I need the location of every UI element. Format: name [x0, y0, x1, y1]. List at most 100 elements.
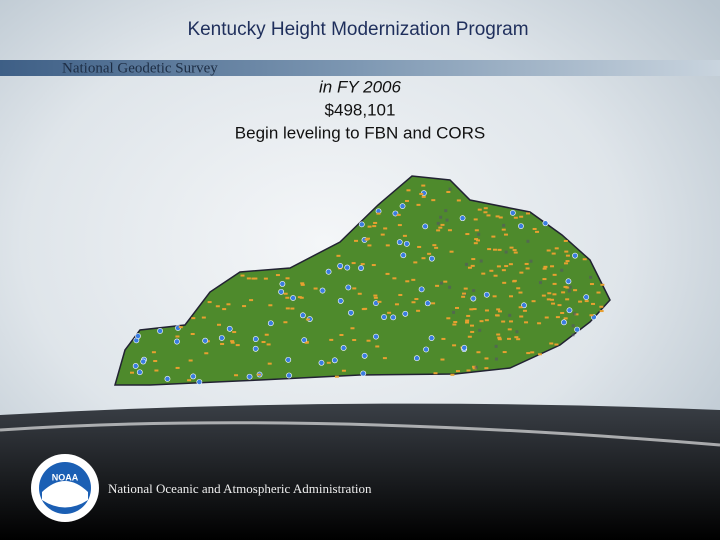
- route-dash: [466, 314, 471, 317]
- route-dash: [413, 261, 418, 264]
- route-dash: [394, 303, 399, 306]
- route-dash: [479, 320, 484, 323]
- terrain: [568, 285, 572, 289]
- route-dash: [546, 249, 551, 252]
- route-dash: [154, 369, 159, 372]
- terrain: [439, 281, 443, 285]
- route-dash: [373, 294, 378, 297]
- route-dash: [512, 280, 517, 283]
- benchmark: [337, 262, 344, 269]
- benchmark: [565, 278, 572, 285]
- route-dash: [300, 283, 305, 286]
- route-dash: [477, 208, 482, 211]
- route-dash: [438, 226, 443, 229]
- route-dash: [452, 344, 457, 347]
- route-dash: [486, 214, 491, 217]
- route-dash: [449, 250, 454, 253]
- route-dash: [446, 317, 451, 320]
- benchmark: [344, 264, 351, 271]
- benchmark: [135, 333, 141, 339]
- route-dash: [497, 336, 502, 339]
- route-dash: [261, 341, 266, 344]
- route-dash: [285, 307, 290, 310]
- route-dash: [456, 199, 461, 202]
- benchmark: [542, 220, 549, 227]
- route-dash: [232, 331, 237, 334]
- route-dash: [554, 247, 559, 250]
- route-dash: [440, 223, 445, 226]
- route-dash: [513, 251, 518, 254]
- route-dash: [246, 277, 251, 280]
- benchmark: [402, 310, 409, 317]
- route-dash: [496, 265, 501, 268]
- benchmark: [299, 312, 306, 319]
- terrain: [538, 281, 542, 285]
- route-dash: [396, 213, 401, 216]
- route-dash: [454, 306, 459, 309]
- route-dash: [421, 195, 426, 198]
- route-dash: [440, 358, 445, 361]
- banner-text: National Geodetic Survey: [62, 60, 218, 76]
- route-dash: [560, 311, 565, 314]
- route-dash: [473, 218, 478, 221]
- route-dash: [360, 263, 365, 266]
- route-dash: [465, 321, 470, 324]
- terrain: [589, 275, 593, 279]
- route-dash: [525, 212, 530, 215]
- terrain: [571, 333, 575, 337]
- route-dash: [431, 302, 436, 305]
- route-dash: [552, 282, 557, 285]
- benchmark: [428, 335, 435, 341]
- route-dash: [453, 321, 458, 324]
- benchmark: [140, 358, 147, 365]
- terrain: [567, 289, 571, 293]
- route-dash: [285, 296, 290, 299]
- route-dash: [484, 367, 489, 370]
- terrain: [571, 324, 575, 328]
- benchmark: [174, 338, 180, 345]
- route-dash: [385, 272, 390, 275]
- route-dash: [492, 295, 497, 298]
- route-dash: [446, 190, 451, 193]
- route-dash: [352, 339, 357, 342]
- route-dash: [484, 319, 489, 322]
- benchmark: [331, 357, 338, 364]
- route-dash: [550, 265, 555, 268]
- route-dash: [484, 357, 489, 360]
- route-dash: [354, 239, 359, 242]
- route-dash: [411, 278, 416, 281]
- route-dash: [431, 199, 436, 202]
- route-dash: [285, 277, 290, 280]
- benchmark: [358, 221, 365, 228]
- route-dash: [564, 250, 569, 253]
- route-dash: [375, 345, 380, 348]
- benchmark: [461, 344, 468, 351]
- route-dash: [493, 274, 498, 277]
- route-dash: [411, 301, 416, 304]
- route-dash: [373, 221, 378, 224]
- route-dash: [465, 233, 470, 236]
- route-dash: [470, 324, 475, 327]
- route-dash: [421, 184, 426, 187]
- route-dash: [491, 235, 496, 238]
- benchmark: [345, 284, 352, 291]
- route-dash: [366, 339, 371, 342]
- benchmark: [358, 265, 364, 271]
- terrain: [515, 330, 519, 334]
- route-dash: [509, 246, 514, 249]
- route-dash: [187, 379, 192, 382]
- route-dash: [191, 317, 196, 320]
- route-dash: [506, 337, 511, 340]
- body-line: in FY 2006: [319, 77, 401, 96]
- benchmark: [396, 239, 403, 246]
- benchmark: [413, 355, 420, 362]
- route-dash: [392, 277, 397, 280]
- benchmark: [252, 336, 259, 342]
- route-dash: [474, 238, 479, 241]
- benchmark: [136, 369, 143, 376]
- route-dash: [461, 295, 466, 298]
- route-dash: [530, 351, 535, 354]
- benchmark: [390, 314, 397, 321]
- route-dash: [226, 303, 231, 306]
